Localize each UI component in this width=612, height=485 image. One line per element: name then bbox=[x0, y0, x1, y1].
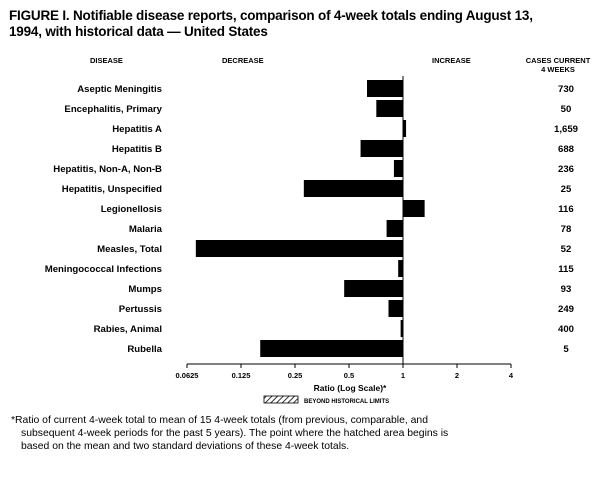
disease-label: Mumps bbox=[128, 284, 162, 295]
bars bbox=[195, 80, 425, 357]
cases-value: 93 bbox=[561, 284, 572, 295]
footnote-line1: *Ratio of current 4-week total to mean o… bbox=[11, 415, 428, 426]
disease-column-header: DISEASE bbox=[90, 56, 123, 65]
disease-label: Hepatitis A bbox=[112, 124, 162, 135]
x-tick-label: 0.125 bbox=[232, 371, 251, 380]
disease-label: Measles, Total bbox=[97, 244, 162, 255]
x-tick-label: 0.5 bbox=[344, 371, 354, 380]
footnote-line3: based on the mean and two standard devia… bbox=[21, 441, 350, 452]
disease-label: Pertussis bbox=[119, 304, 162, 315]
cases-value: 1,659 bbox=[554, 124, 578, 135]
cases-value: 78 bbox=[561, 224, 572, 235]
decrease-header: DECREASE bbox=[222, 56, 264, 65]
bar bbox=[398, 260, 403, 277]
footnote-line2: subsequent 4-week periods for the past 5… bbox=[21, 428, 449, 439]
footnote: *Ratio of current 4-week total to mean o… bbox=[11, 414, 603, 453]
bar bbox=[393, 160, 403, 177]
x-axis-label: Ratio (Log Scale)* bbox=[314, 383, 387, 393]
cases-values: 730 50 1,659 688 236 25 116 78 52 115 93 249 400 5 bbox=[554, 84, 578, 355]
disease-label: Malaria bbox=[129, 224, 163, 235]
x-tick-label: 2 bbox=[455, 371, 459, 380]
ratio-bar-chart: Aseptic Meningitis Encephalitis, Primary H… bbox=[45, 76, 578, 405]
bar bbox=[403, 120, 407, 137]
cases-value: 115 bbox=[558, 264, 574, 275]
cases-value: 116 bbox=[558, 204, 573, 215]
disease-label: Hepatitis B bbox=[112, 144, 162, 155]
disease-label: Rubella bbox=[127, 344, 162, 355]
figure-title: FIGURE I. Notifiable disease reports, co… bbox=[9, 8, 605, 40]
disease-label: Meningococcal Infections bbox=[45, 264, 162, 275]
x-tick-label: 4 bbox=[509, 371, 514, 380]
cases-value: 25 bbox=[561, 184, 572, 195]
bar bbox=[400, 320, 403, 337]
disease-label: Hepatitis, Unspecified bbox=[62, 184, 162, 195]
bar bbox=[367, 80, 403, 97]
figure-title-line1: FIGURE I. Notifiable disease reports, co… bbox=[9, 8, 533, 23]
legend-label: BEYOND HISTORICAL LIMITS bbox=[304, 399, 389, 405]
bar bbox=[403, 200, 425, 217]
x-axis-ticks: 0.0625 0.125 0.25 0.5 1 2 4 bbox=[176, 364, 514, 380]
cases-value: 249 bbox=[558, 304, 574, 315]
disease-label: Encephalitis, Primary bbox=[64, 104, 162, 115]
x-tick-label: 0.25 bbox=[288, 371, 303, 380]
bar bbox=[386, 220, 403, 237]
increase-header: INCREASE bbox=[432, 56, 471, 65]
figure-title-line2: 1994, with historical data — United Stat… bbox=[9, 24, 268, 39]
cases-value: 400 bbox=[558, 324, 574, 335]
legend-hatch-swatch bbox=[263, 395, 299, 404]
bar bbox=[344, 280, 403, 297]
disease-label: Aseptic Meningitis bbox=[77, 84, 162, 95]
cases-value: 730 bbox=[558, 84, 574, 95]
cases-header-line2: 4 WEEKS bbox=[541, 65, 575, 74]
cases-value: 52 bbox=[561, 244, 572, 255]
bar bbox=[260, 340, 403, 357]
disease-labels: Aseptic Meningitis Encephalitis, Primary H… bbox=[45, 84, 163, 355]
disease-label: Hepatitis, Non-A, Non-B bbox=[53, 164, 162, 175]
bar bbox=[388, 300, 403, 317]
cases-value: 5 bbox=[563, 344, 569, 355]
disease-label: Rabies, Animal bbox=[94, 324, 162, 335]
x-tick-label: 1 bbox=[401, 371, 405, 380]
disease-label: Legionellosis bbox=[101, 204, 162, 215]
cases-value: 236 bbox=[558, 164, 574, 175]
bar bbox=[195, 240, 403, 257]
bar bbox=[360, 140, 403, 157]
cases-header-line1: CASES CURRENT bbox=[525, 56, 591, 65]
bar bbox=[376, 100, 403, 117]
cases-column-header: CASES CURRENT 4 WEEKS bbox=[513, 56, 603, 74]
cases-value: 688 bbox=[558, 144, 575, 155]
bar bbox=[303, 180, 403, 197]
cases-value: 50 bbox=[561, 104, 572, 115]
x-tick-label: 0.0625 bbox=[176, 371, 199, 380]
